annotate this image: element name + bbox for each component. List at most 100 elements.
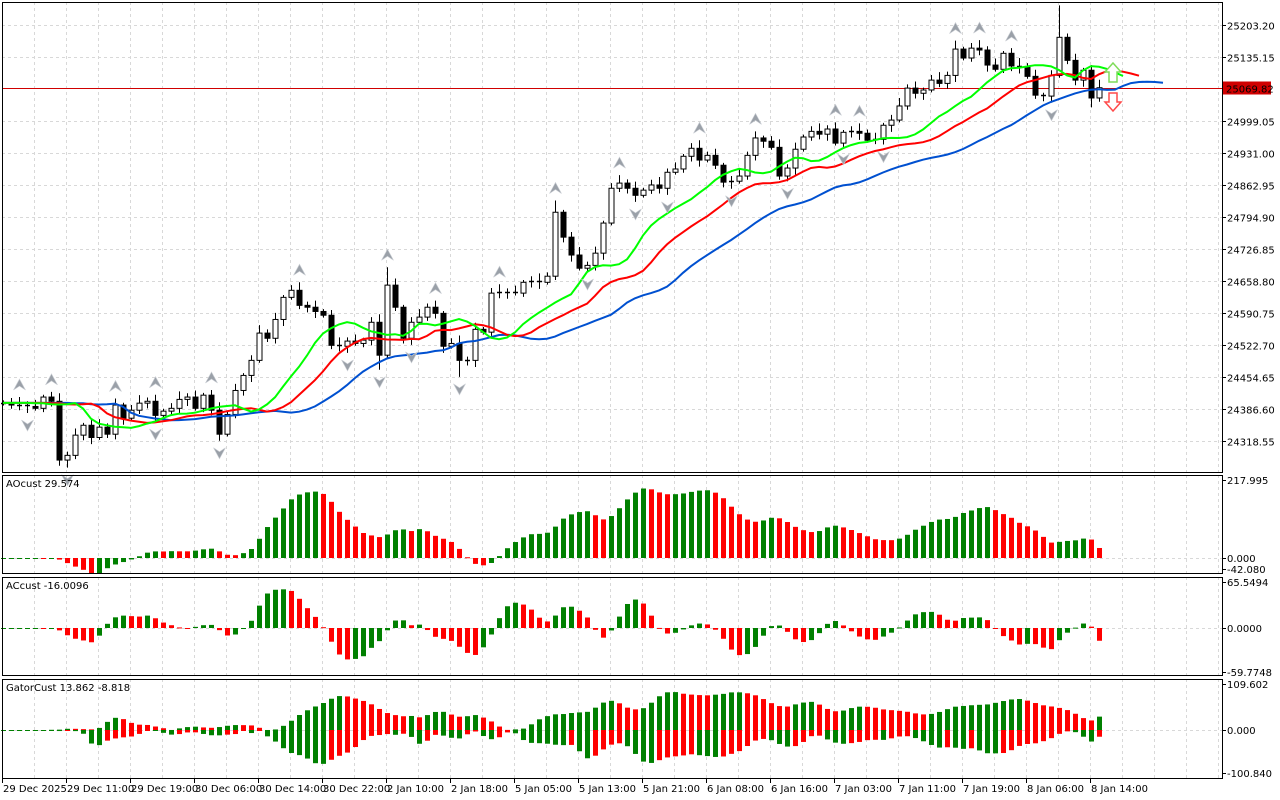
candle[interactable] (928, 74, 935, 93)
candle[interactable] (824, 125, 831, 141)
candle[interactable] (1017, 58, 1022, 74)
candle[interactable] (248, 355, 255, 383)
candle[interactable] (1041, 92, 1046, 102)
candle[interactable] (264, 329, 271, 343)
candle[interactable] (672, 162, 679, 175)
candle[interactable] (112, 398, 119, 440)
candle[interactable] (984, 46, 991, 72)
candle[interactable] (936, 72, 943, 88)
candle[interactable] (152, 394, 159, 422)
candle[interactable] (1032, 69, 1039, 99)
candle[interactable] (537, 273, 542, 289)
candle[interactable] (520, 279, 527, 297)
candle[interactable] (920, 87, 927, 100)
candle[interactable] (849, 126, 854, 138)
candle[interactable] (640, 187, 647, 198)
candle[interactable] (584, 261, 591, 272)
candle[interactable] (696, 140, 703, 167)
candle[interactable] (944, 71, 951, 89)
candle[interactable] (648, 179, 655, 194)
candle[interactable] (400, 304, 407, 344)
candle[interactable] (272, 312, 279, 344)
price-panel[interactable] (1, 0, 1222, 487)
candle[interactable] (72, 428, 79, 460)
candle[interactable] (960, 46, 967, 61)
candle[interactable] (296, 282, 303, 310)
candle[interactable] (752, 131, 759, 161)
candle[interactable] (992, 58, 999, 72)
candle[interactable] (280, 295, 287, 327)
candle[interactable] (616, 175, 623, 193)
candle[interactable] (904, 84, 911, 110)
candle[interactable] (312, 300, 319, 319)
candle[interactable] (176, 391, 183, 414)
candle[interactable] (880, 122, 887, 145)
candle[interactable] (337, 337, 342, 352)
candle[interactable] (624, 179, 631, 194)
candle[interactable] (424, 303, 431, 321)
candle[interactable] (968, 42, 975, 62)
gator-panel[interactable] (1, 692, 1102, 764)
candle[interactable] (88, 420, 95, 445)
candle[interactable] (160, 408, 167, 418)
candle[interactable] (664, 168, 671, 195)
candle[interactable] (808, 126, 815, 141)
candle[interactable] (952, 40, 959, 82)
candle[interactable] (576, 247, 583, 271)
candle[interactable] (856, 123, 863, 140)
candle[interactable] (288, 285, 295, 300)
candle[interactable] (256, 325, 263, 363)
candle[interactable] (544, 272, 551, 285)
candle[interactable] (505, 288, 510, 299)
candle[interactable] (80, 422, 87, 441)
candle[interactable] (729, 176, 734, 189)
candle[interactable] (800, 134, 807, 152)
candle[interactable] (736, 168, 743, 184)
candle[interactable] (704, 151, 711, 163)
candle[interactable] (600, 220, 607, 260)
candle[interactable] (776, 139, 783, 180)
candle[interactable] (384, 267, 391, 358)
candle[interactable] (216, 402, 223, 441)
candle[interactable] (712, 148, 719, 169)
ao-panel[interactable] (1, 488, 1102, 574)
candle[interactable] (440, 310, 447, 353)
candle[interactable] (632, 181, 639, 202)
candle[interactable] (96, 419, 103, 440)
candle[interactable] (864, 129, 871, 143)
candle[interactable] (456, 335, 463, 377)
candle[interactable] (912, 81, 919, 99)
candle[interactable] (568, 231, 575, 262)
ac-panel[interactable] (1, 589, 1102, 660)
candle[interactable] (192, 390, 199, 411)
candle[interactable] (144, 397, 151, 409)
candle[interactable] (304, 301, 311, 313)
candle[interactable] (392, 278, 399, 311)
candle[interactable] (432, 300, 439, 319)
candle[interactable] (680, 153, 687, 173)
candle[interactable] (497, 284, 502, 299)
candle[interactable] (840, 129, 847, 147)
candle[interactable] (1088, 65, 1095, 108)
candle[interactable] (760, 135, 767, 148)
candle[interactable] (832, 122, 839, 146)
candle[interactable] (873, 132, 878, 145)
candle[interactable] (472, 322, 479, 367)
candle[interactable] (1064, 33, 1071, 65)
candle[interactable] (688, 143, 695, 162)
candle[interactable] (184, 393, 191, 406)
candle[interactable] (416, 309, 423, 325)
candle[interactable] (816, 123, 823, 140)
candle[interactable] (168, 403, 175, 415)
candle[interactable] (232, 383, 239, 419)
candle[interactable] (136, 395, 143, 414)
candle[interactable] (529, 276, 534, 288)
candle[interactable] (1000, 50, 1007, 74)
candle[interactable] (200, 392, 207, 413)
candle[interactable] (976, 40, 983, 56)
candle[interactable] (552, 200, 559, 280)
candle[interactable] (1096, 79, 1103, 102)
candle[interactable] (32, 399, 39, 411)
candle[interactable] (320, 309, 327, 318)
